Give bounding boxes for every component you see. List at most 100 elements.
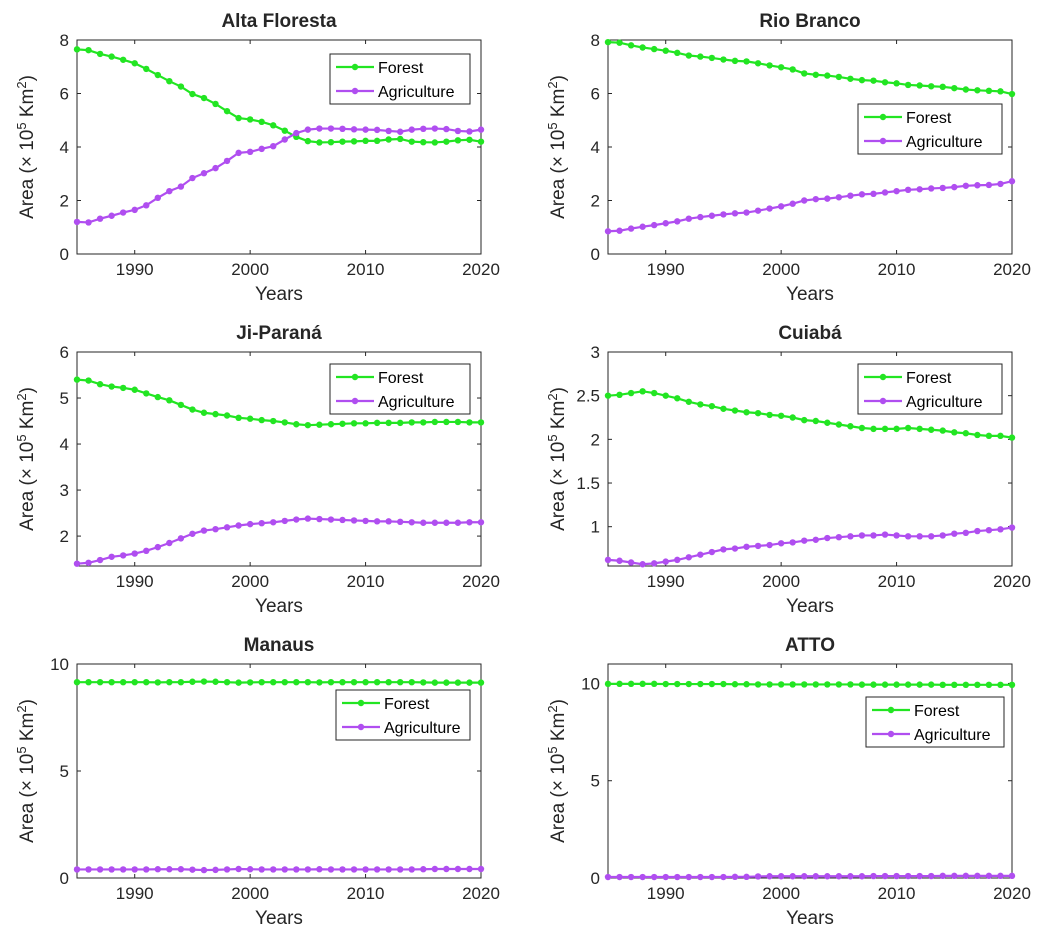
data-point (801, 681, 808, 688)
series-forest (73, 46, 485, 146)
x-tick-label: 2000 (762, 884, 800, 903)
data-point (604, 873, 612, 881)
data-point (316, 125, 323, 132)
data-point (258, 866, 265, 873)
data-point (835, 533, 843, 541)
data-point (246, 415, 254, 422)
data-point (777, 64, 785, 71)
data-point (373, 678, 381, 686)
data-point (812, 681, 819, 688)
x-axis-label: Years (786, 908, 834, 929)
data-point (881, 79, 889, 86)
data-point (177, 83, 185, 90)
data-point (131, 866, 138, 873)
legend: Forest Agriculture (329, 53, 471, 105)
data-point (373, 126, 381, 134)
data-point (928, 185, 935, 192)
data-point (373, 866, 381, 873)
data-point (789, 873, 796, 880)
data-point (731, 545, 739, 552)
data-point (189, 406, 196, 413)
data-point (858, 532, 866, 539)
data-point (397, 678, 404, 686)
data-point (362, 137, 369, 145)
data-point (339, 516, 346, 524)
data-point (858, 681, 866, 688)
data-point (824, 72, 831, 79)
data-point (951, 84, 958, 92)
data-point (916, 872, 923, 880)
legend-box (865, 696, 1005, 748)
data-point (454, 127, 462, 135)
data-point (408, 126, 415, 133)
legend-label: Forest (906, 370, 952, 387)
data-point (177, 401, 185, 409)
data-point (893, 681, 900, 688)
data-point (189, 90, 196, 98)
data-point (962, 681, 970, 689)
legend-swatch-marker (887, 706, 895, 714)
data-point (293, 516, 300, 523)
y-tick-label: 4 (60, 435, 69, 454)
legend-box (857, 363, 1003, 415)
data-point (812, 71, 819, 78)
data-point (454, 519, 462, 526)
data-point (177, 678, 185, 686)
data-point (616, 873, 623, 881)
data-point (974, 681, 981, 689)
data-point (339, 678, 346, 686)
data-point (281, 678, 288, 686)
data-point (1008, 434, 1016, 441)
data-point (246, 520, 254, 528)
data-point (708, 873, 716, 881)
x-tick-label: 1990 (116, 884, 154, 903)
legend-label: Agriculture (906, 134, 983, 151)
data-point (627, 680, 635, 688)
data-point (119, 678, 127, 686)
data-point (108, 383, 115, 390)
data-point (385, 518, 392, 525)
data-point (962, 872, 970, 880)
data-point (350, 138, 358, 145)
data-point (939, 83, 946, 91)
data-point (801, 873, 808, 880)
data-point (616, 680, 623, 688)
data-point (304, 515, 312, 522)
data-point (466, 419, 473, 426)
data-point (674, 873, 681, 881)
data-point (339, 125, 346, 133)
data-point (904, 186, 912, 193)
data-point (223, 157, 231, 165)
data-point (777, 873, 785, 880)
data-point (477, 679, 485, 686)
x-tick-label: 2020 (993, 572, 1031, 591)
y-tick-label: 10 (581, 674, 600, 693)
data-point (997, 432, 1004, 440)
data-point (443, 865, 450, 873)
data-point (477, 865, 485, 873)
data-point (362, 420, 369, 427)
data-point (431, 519, 439, 526)
data-point (96, 866, 104, 873)
data-point (893, 425, 900, 433)
data-point (708, 212, 716, 219)
series-forest (73, 678, 485, 686)
data-point (408, 866, 415, 873)
data-point (650, 389, 658, 397)
data-point (154, 866, 161, 873)
data-point (96, 556, 104, 564)
data-point (870, 77, 877, 84)
data-point (258, 416, 265, 424)
data-point (720, 211, 727, 218)
data-point (373, 137, 381, 145)
y-axis-label: Area (× 105 Km2) (545, 387, 569, 531)
data-point (662, 392, 669, 399)
data-point (939, 184, 946, 192)
data-point (212, 525, 219, 533)
data-point (697, 53, 704, 60)
legend-label: Forest (914, 703, 960, 720)
data-point (200, 678, 208, 685)
data-point (385, 419, 392, 427)
subplot-alta-floresta: Alta Floresta 1990 2000 2010 2020 0 2 4 6 8 Years A… (14, 11, 500, 305)
